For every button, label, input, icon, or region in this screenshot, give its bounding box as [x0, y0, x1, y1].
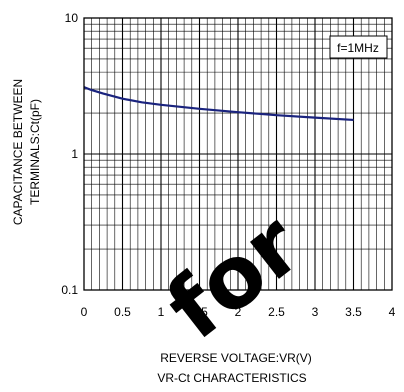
- x-tick-label: 4: [389, 305, 396, 319]
- x-tick-label: 3: [312, 305, 319, 319]
- y-axis-title-line-2: TERMINALS:Ct(pF): [28, 99, 42, 205]
- legend: f=1MHz: [329, 35, 388, 59]
- x-tick-label: 0.5: [114, 305, 131, 319]
- x-tick-labels: 0 0.5 1 1.5 2 2.5 3 3.5 4: [81, 305, 396, 319]
- y-tick-label: 1: [71, 147, 78, 161]
- x-tick-label: 1.5: [191, 305, 208, 319]
- plot-frame: [83, 17, 393, 291]
- plot-grid: [84, 18, 392, 290]
- y-tick-label: 0.1: [61, 283, 78, 297]
- y-tick-label: 10: [65, 11, 79, 25]
- watermark: for: [149, 195, 320, 360]
- x-tick-label: 3.5: [345, 305, 362, 319]
- x-tick-label: 2: [235, 305, 242, 319]
- series-layer: [83, 86, 354, 122]
- x-tick-label: 0: [81, 305, 88, 319]
- legend-box: [329, 35, 388, 59]
- y-tick-labels: 0.1 1 10: [61, 11, 78, 297]
- legend-label: f=1MHz: [337, 41, 379, 55]
- x-tick-label: 1: [158, 305, 165, 319]
- x-axis-title: REVERSE VOLTAGE:VR(V): [160, 351, 312, 365]
- x-tick-label: 2.5: [268, 305, 285, 319]
- chart-title: VR-Ct CHARACTERISTICS: [157, 371, 306, 385]
- y-axis-title-line-1: CAPACITANCE BETWEEN: [11, 79, 25, 225]
- series-line-0: [83, 86, 354, 122]
